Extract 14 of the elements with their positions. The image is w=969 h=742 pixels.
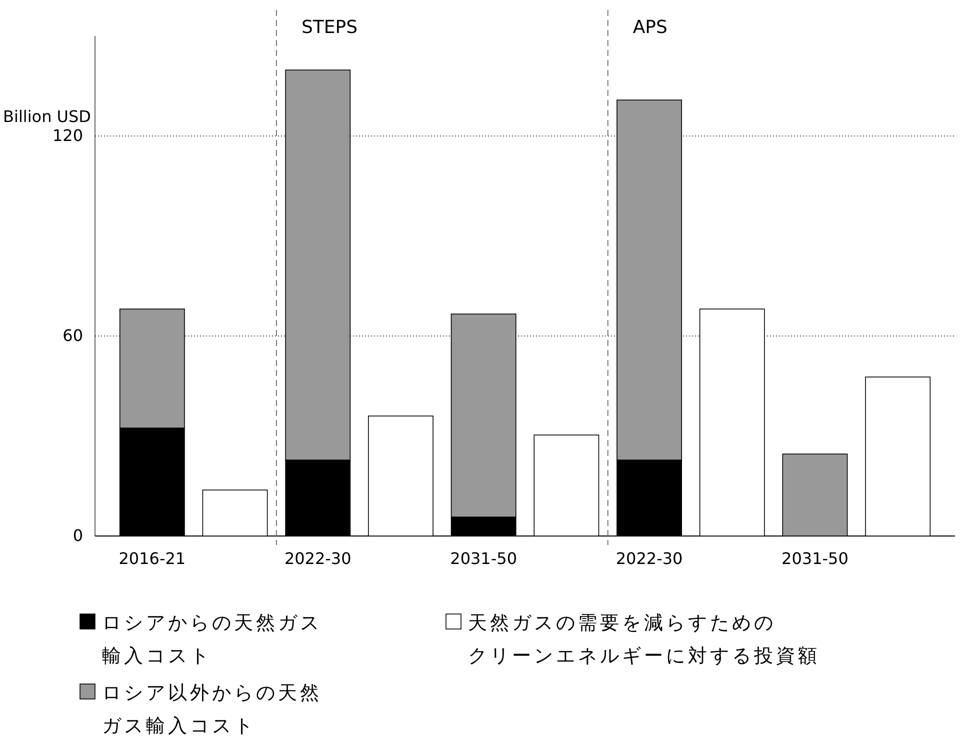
legend-label: 天然ガスの需要を減らすためのクリーンエネルギーに対する投資額 [468,612,820,667]
x-tick-label: 2022-30 [616,549,683,568]
legend-label: ロシア以外からの天然ガス輸入コスト [102,682,322,737]
x-tick-label: 2016-21 [118,549,186,568]
x-tick-label: 2031-50 [450,549,518,568]
annotation: STEPS [301,17,358,38]
x-tick-label: 2022-30 [284,549,352,568]
legend-label: ロシアからの天然ガス輸入コスト [102,612,322,667]
y-axis-title: Billion USD [3,107,91,126]
y-tick-label: 60 [62,326,83,346]
annotation: APS [632,17,668,38]
y-tick-label: 120 [52,126,83,146]
y-tick-label: 0 [72,526,83,546]
x-tick-label: 2031-50 [782,549,848,568]
